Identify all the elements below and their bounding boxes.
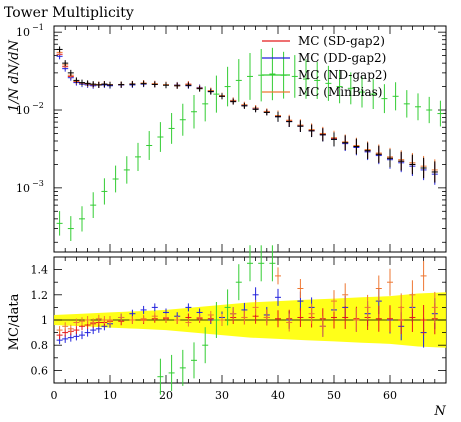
ratio-y-tick-label: 0.6 — [31, 364, 49, 377]
legend: MC (SD-gap2) MC (DD-gap2) MC (ND-gap2) MC (… — [262, 34, 387, 99]
x-tick-label: 10 — [103, 389, 117, 402]
y-tick-label: 10 — [16, 26, 30, 39]
main-y-axis-label: 1/N dN/dN — [7, 39, 22, 112]
y-tick-exponent: −1 — [32, 23, 44, 32]
x-tick-label: 0 — [51, 389, 58, 402]
legend-label: MC (DD-gap2) — [298, 51, 386, 65]
x-axis-label: N — [433, 404, 446, 419]
legend-label: MC (SD-gap2) — [298, 34, 385, 48]
series-mc-nd-gap2- — [56, 47, 444, 242]
main-plot: 10−310−210−1 — [16, 23, 447, 252]
ratio-y-tick-label: 1.4 — [31, 264, 49, 277]
y-tick-label: 10 — [16, 104, 30, 117]
ratio-y-tick-label: 1 — [41, 314, 48, 327]
x-tick-label: 40 — [271, 389, 285, 402]
y-tick-exponent: −2 — [32, 101, 44, 110]
ratio-y-tick-label: 0.8 — [31, 339, 49, 352]
chart-title: Tower Multiplicity — [4, 5, 134, 21]
y-tick-exponent: −3 — [32, 179, 44, 188]
x-tick-label: 20 — [159, 389, 173, 402]
x-tick-label: 30 — [215, 389, 229, 402]
ratio-series-mc-minbias- — [56, 260, 438, 337]
series-data — [56, 46, 438, 183]
ratio-plot: 0 10 20 30 40 50 60 0.6 0.8 1 1.2 1.4 — [31, 245, 447, 402]
x-tick-label: 50 — [327, 389, 341, 402]
x-tick-label: 60 — [383, 389, 397, 402]
ratio-y-tick-label: 1.2 — [31, 289, 49, 302]
y-tick-label: 10 — [16, 182, 30, 195]
legend-label: MC (ND-gap2) — [298, 68, 387, 82]
ratio-y-axis-label: MC/data — [7, 293, 22, 350]
ratio-series-mc-nd-gap2- — [157, 245, 276, 395]
legend-label: MC (MinBias) — [298, 85, 382, 99]
